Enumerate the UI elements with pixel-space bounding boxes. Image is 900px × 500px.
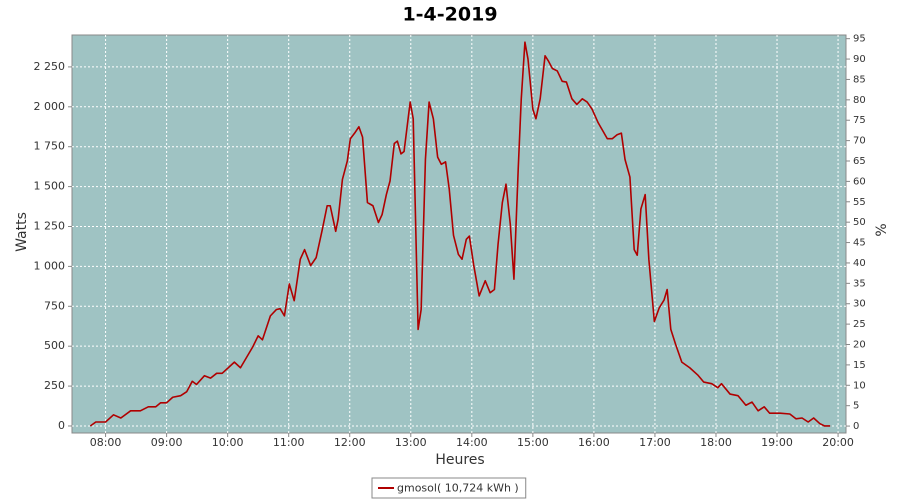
y2-tick-label: 25: [853, 319, 866, 330]
y2-tick-label: 40: [853, 258, 866, 269]
x-tick-label: 08:00: [90, 436, 122, 449]
x-tick-label: 10:00: [212, 436, 244, 449]
series-line: [89, 41, 831, 427]
x-tick-label: 13:00: [395, 436, 427, 449]
y2-tick-label: 15: [853, 360, 866, 371]
y2-tick-label: 70: [853, 136, 866, 147]
y2-tick-label: 85: [853, 74, 866, 85]
y-axis-label: Watts: [14, 212, 30, 252]
legend-label: gmosol( 10,724 kWh ): [397, 482, 519, 495]
y2-tick-label: 90: [853, 54, 866, 65]
y-tick-label: 500: [44, 339, 65, 352]
y2-tick-label: 20: [853, 340, 866, 351]
y2-tick-label: 80: [853, 95, 866, 106]
y2-tick-label: 5: [853, 401, 859, 412]
y2-tick-label: 35: [853, 278, 866, 289]
x-tick-label: 11:00: [273, 436, 305, 449]
y2-tick-label: 30: [853, 299, 866, 310]
y-tick-label: 2 000: [34, 100, 66, 113]
y2-tick-label: 0: [853, 421, 859, 432]
plot-area: [71, 34, 847, 434]
y-tick-label: 750: [44, 299, 65, 312]
x-tick-label: 17:00: [639, 436, 671, 449]
x-axis-label: Heures: [435, 452, 484, 468]
x-tick-label: 12:00: [334, 436, 366, 449]
y2-axis-label: %: [874, 223, 890, 236]
y-tick-label: 1 000: [34, 259, 66, 272]
y2-tick-label: 95: [853, 34, 866, 45]
y-tick-label: 2 250: [34, 60, 66, 73]
y2-tick-label: 75: [853, 115, 866, 126]
y2-tick-label: 45: [853, 238, 866, 249]
chart-title: 1-4-2019: [402, 4, 497, 26]
y2-tick-label: 65: [853, 156, 866, 167]
legend-box: [371, 477, 527, 499]
y-tick-label: 0: [58, 419, 65, 432]
y-tick-label: 1 500: [34, 180, 66, 193]
y2-tick-label: 50: [853, 217, 866, 228]
x-tick-label: 18:00: [700, 436, 732, 449]
x-tick-label: 16:00: [578, 436, 610, 449]
x-tick-label: 14:00: [456, 436, 488, 449]
x-tick-label: 20:00: [822, 436, 854, 449]
y2-tick-label: 55: [853, 197, 866, 208]
x-tick-label: 09:00: [151, 436, 183, 449]
y-tick-label: 250: [44, 379, 65, 392]
x-tick-label: 19:00: [761, 436, 793, 449]
y2-tick-label: 10: [853, 380, 866, 391]
y-tick-label: 1 250: [34, 219, 66, 232]
y2-tick-label: 60: [853, 176, 866, 187]
y-tick-label: 1 750: [34, 140, 66, 153]
x-tick-label: 15:00: [517, 436, 549, 449]
